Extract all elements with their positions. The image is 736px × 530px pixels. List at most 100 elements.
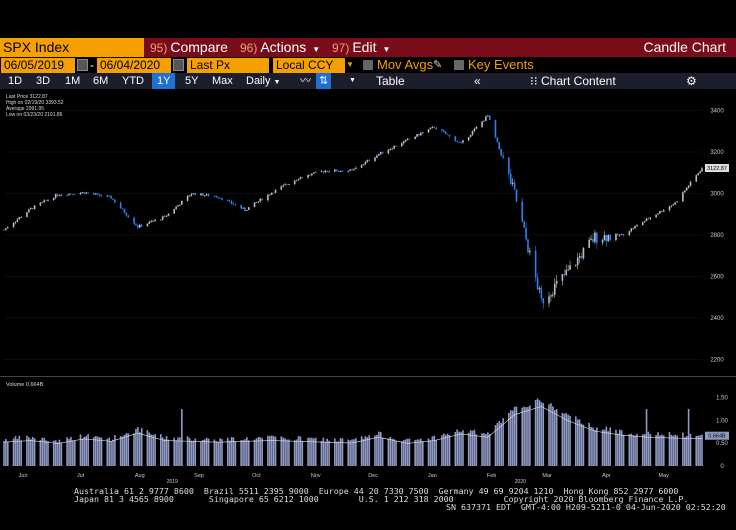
volume-bar — [467, 432, 470, 466]
candle-body — [429, 127, 432, 130]
start-date-field[interactable]: 06/05/2019 — [1, 58, 75, 73]
period-max[interactable]: Max — [212, 75, 233, 87]
volume-bar — [657, 432, 659, 466]
volume-bar — [299, 436, 302, 466]
volume-bar — [643, 434, 646, 466]
candle-body — [441, 129, 443, 131]
volume-bar — [334, 438, 336, 466]
period-1d[interactable]: 1D — [8, 75, 23, 87]
candle-body — [641, 222, 644, 226]
candle-body — [127, 215, 130, 218]
candle-chart[interactable]: 2200 2400 2600 2800 3000 3200 3400 0 0.50 1.00 1.5… — [0, 89, 736, 530]
volume-bar — [200, 441, 202, 466]
table-button[interactable]: Table — [376, 74, 405, 88]
candle-body — [152, 220, 154, 222]
chevron-down-icon[interactable]: ▼ — [349, 77, 356, 84]
candle-body — [513, 182, 516, 190]
candle-body — [16, 219, 19, 222]
volume-bar — [561, 412, 564, 466]
candle-body — [362, 164, 365, 166]
candle-body — [630, 228, 633, 232]
candle-body — [137, 225, 139, 228]
actions-menu[interactable]: 96) Actions ▼ — [240, 38, 320, 57]
period-6m[interactable]: 6M — [93, 75, 109, 87]
chevron-down-icon[interactable]: ▼ — [346, 60, 354, 69]
volume-bar — [605, 426, 608, 466]
candle-body — [588, 239, 590, 248]
candle-body — [349, 169, 351, 171]
compare-menu[interactable]: 95) Compare — [150, 38, 228, 57]
candle-body — [192, 193, 195, 195]
key-events-checkbox[interactable] — [454, 60, 464, 70]
volume-bar — [123, 434, 126, 466]
candle-body — [337, 171, 340, 173]
pencil-icon[interactable]: ✎ — [433, 59, 443, 71]
volume-bar — [485, 433, 487, 466]
volume-bar — [404, 439, 407, 466]
volume-bar — [207, 438, 210, 466]
collapse-icon[interactable]: « — [474, 74, 481, 88]
volume-bar — [645, 409, 648, 466]
edit-menu[interactable]: 97) Edit ▼ — [332, 38, 390, 57]
chart-content-button[interactable]: ⁝⁝ Chart Content — [530, 73, 616, 89]
volume-bar — [7, 441, 9, 466]
volume-bar — [270, 435, 273, 466]
period-1y[interactable]: 1Y — [152, 73, 176, 89]
volume-bar — [347, 439, 350, 466]
candle-body — [408, 138, 411, 140]
volume-bar — [29, 439, 32, 466]
volume-bar — [527, 406, 529, 466]
mov-avgs-label[interactable]: Mov Avgs — [377, 57, 434, 72]
footer-line-1: Australia 61 2 9777 8600 Brazil 5511 239… — [74, 486, 679, 496]
candle-body — [203, 195, 206, 197]
volume-bar — [441, 435, 443, 466]
volume-bar — [320, 440, 323, 466]
volume-bar — [60, 442, 63, 466]
volume-bar — [420, 438, 422, 466]
volume-bar — [108, 437, 110, 466]
period-1m[interactable]: 1M — [65, 75, 81, 87]
key-events-label[interactable]: Key Events — [468, 57, 534, 72]
period-5y[interactable]: 5Y — [185, 75, 199, 87]
volume-bar — [31, 436, 34, 466]
volume-bar — [641, 434, 644, 466]
volume-bar — [98, 437, 101, 466]
candle-chart-icon[interactable]: ⇅ — [316, 73, 332, 89]
actions-label: Actions — [260, 39, 307, 55]
x-month-label: Nov — [311, 473, 321, 479]
candle-body — [282, 185, 285, 187]
frequency-select[interactable]: Daily ▼ — [246, 73, 280, 89]
volume-bar — [603, 429, 606, 466]
price-field-select[interactable]: Last Px — [187, 58, 269, 73]
volume-bar — [337, 441, 340, 466]
volume-bar — [161, 437, 164, 466]
calendar-icon[interactable] — [77, 59, 88, 71]
volume-bar — [295, 439, 298, 466]
volume-bar — [594, 429, 596, 466]
line-chart-icon[interactable]: 〰 — [300, 75, 311, 87]
gear-icon[interactable]: ⚙ — [686, 74, 697, 88]
currency-select[interactable]: Local CCY — [273, 58, 345, 73]
candle-body — [418, 133, 420, 136]
candle-body — [687, 185, 690, 188]
volume-bar — [548, 404, 550, 466]
volume-bar — [389, 436, 392, 466]
candle-body — [456, 141, 459, 143]
calendar-icon[interactable] — [173, 59, 184, 71]
period-bar — [0, 73, 736, 89]
candle-body — [444, 131, 447, 135]
candle-body — [5, 228, 7, 230]
volume-bar — [226, 437, 229, 466]
mov-avgs-checkbox[interactable] — [363, 60, 373, 70]
volume-bar — [576, 419, 579, 466]
candle-body — [194, 193, 197, 196]
volume-bar — [364, 436, 367, 466]
volume-bar — [203, 439, 206, 466]
ticker-field[interactable]: SPX Index — [0, 38, 144, 57]
end-date-field[interactable]: 06/04/2020 — [97, 58, 171, 73]
candle-body — [376, 155, 378, 158]
period-3d[interactable]: 3D — [36, 75, 51, 87]
candle-body — [538, 288, 541, 290]
volume-bar — [607, 431, 610, 466]
period-ytd[interactable]: YTD — [122, 75, 144, 87]
